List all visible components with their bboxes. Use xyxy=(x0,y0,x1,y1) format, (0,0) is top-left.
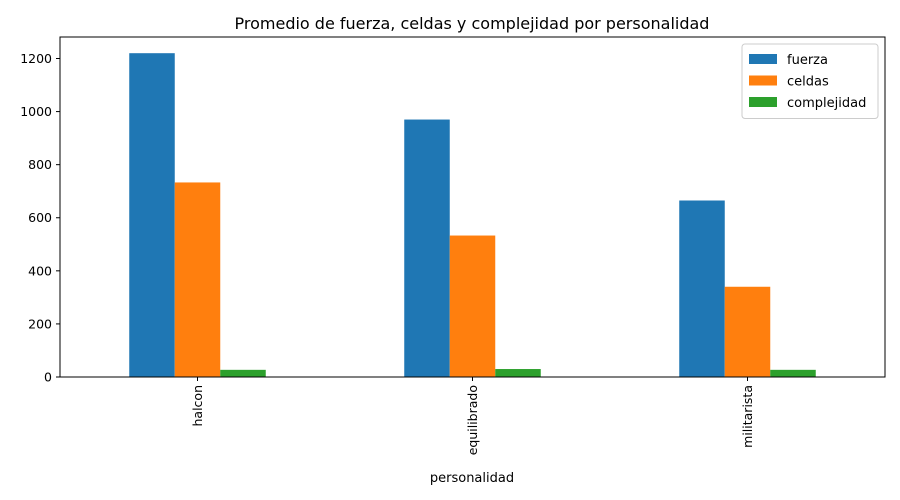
axes-layer: 0 200 400 600 800 1000 1200 halcon equilibrado mi… xyxy=(20,36,886,455)
y-tick-label: 200 xyxy=(28,316,52,331)
bar-celdas-halcon xyxy=(174,182,221,377)
legend-label-fuerza: fuerza xyxy=(787,53,828,68)
y-tick-label: 0 xyxy=(44,370,52,385)
bar-complejidad-halcon xyxy=(220,369,266,377)
y-tick-label: 1200 xyxy=(20,51,52,66)
chart-title: Promedio de fuerza, celdas y complejidad… xyxy=(235,14,710,33)
bar-fuerza-militarista xyxy=(679,200,725,377)
y-tick-label: 400 xyxy=(28,263,52,278)
bar-fuerza-equilibrado xyxy=(404,119,450,377)
x-tick-label: equilibrado xyxy=(465,385,480,455)
x-axis-label: personalidad xyxy=(430,471,514,486)
bars-layer xyxy=(129,53,816,377)
legend-label-complejidad: complejidad xyxy=(787,96,866,111)
bar-complejidad-militarista xyxy=(770,369,816,377)
x-tick-label: halcon xyxy=(190,385,205,427)
bar-celdas-equilibrado xyxy=(449,235,496,377)
y-tick-label: 1000 xyxy=(20,104,52,119)
legend-swatch-celdas xyxy=(749,75,777,86)
legend-label-celdas: celdas xyxy=(787,75,829,90)
bar-complejidad-equilibrado xyxy=(495,369,541,377)
bar-fuerza-halcon xyxy=(129,53,175,377)
legend-swatch-complejidad xyxy=(749,97,777,107)
legend-swatch-fuerza xyxy=(749,54,777,64)
bar-celdas-militarista xyxy=(724,286,771,377)
y-tick-label: 600 xyxy=(28,210,52,225)
x-tick-label: militarista xyxy=(740,385,755,448)
y-tick-label: 800 xyxy=(28,157,52,172)
legend: fuerza celdas complejidad xyxy=(741,43,879,119)
